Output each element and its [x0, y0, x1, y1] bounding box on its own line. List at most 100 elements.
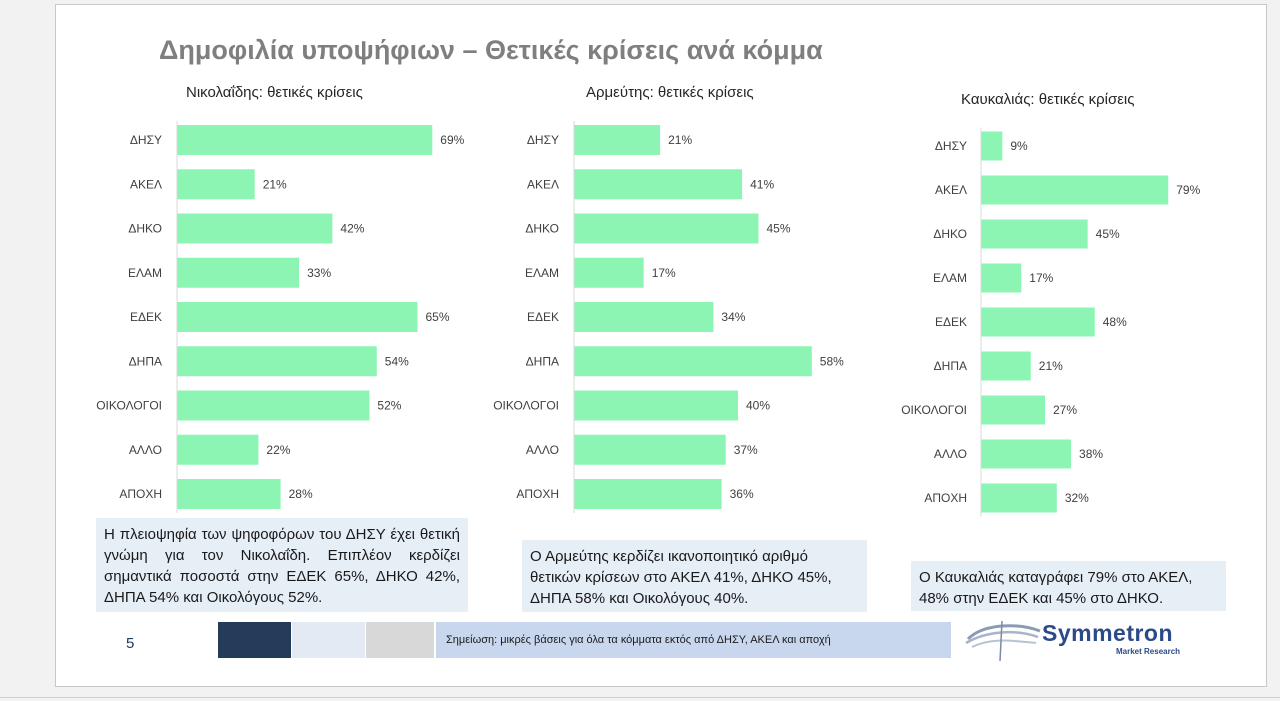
category-label: ΕΛΑΜ: [933, 271, 967, 285]
data-label: 65%: [426, 310, 450, 324]
chart-kafkalias: Καυκαλιάς: θετικές κρίσεις ΔΗΣΥ 9% ΑΚΕΛ 79% Δ…: [901, 91, 1201, 517]
category-label: ΑΠΟΧΗ: [516, 487, 559, 501]
data-label: 42%: [340, 222, 364, 236]
slide-title: Δημοφιλία υποψήφιων – Θετικές κρίσεις αν…: [159, 35, 823, 65]
data-label: 27%: [1053, 403, 1077, 417]
bar: [574, 346, 812, 377]
bar: [574, 434, 726, 465]
bar: [574, 169, 743, 200]
category-label: ΕΛΑΜ: [128, 266, 162, 280]
data-label: 69%: [440, 133, 464, 147]
data-label: 79%: [1176, 183, 1200, 197]
data-label: 32%: [1065, 491, 1089, 505]
data-label: 45%: [1096, 227, 1120, 241]
bar: [574, 302, 714, 332]
bar: [177, 302, 418, 332]
category-label: ΔΗΚΟ: [525, 222, 559, 236]
bar: [981, 307, 1095, 337]
data-label: 58%: [820, 354, 844, 368]
category-label: ΑΚΕΛ: [130, 177, 162, 191]
bar: [177, 346, 377, 377]
note-armeutis: Ο Αρμεύτης κερδίζει ικανοποιητικό αριθμό…: [522, 540, 867, 612]
category-label: ΔΗΠΑ: [129, 354, 162, 368]
data-label: 36%: [730, 487, 754, 501]
swoosh-icon: [965, 620, 1041, 662]
category-label: ΕΛΑΜ: [525, 266, 559, 280]
data-label: 17%: [652, 266, 676, 280]
category-label: ΔΗΣΥ: [527, 133, 559, 147]
page-number: 5: [126, 635, 135, 652]
bar: [574, 390, 738, 421]
data-label: 54%: [385, 354, 409, 368]
note-kafkalias: Ο Καυκαλιάς καταγράφει 79% στο ΑΚΕΛ, 48%…: [911, 561, 1226, 611]
chart-nikolaidis: Νικολαΐδης: θετικές κρίσεις ΔΗΣΥ 69% ΑΚΕΛ 21…: [96, 84, 465, 513]
category-label: ΕΔΕΚ: [527, 310, 559, 324]
bar: [574, 257, 644, 288]
bar: [177, 213, 333, 244]
bar: [177, 479, 281, 509]
chart-title: Νικολαΐδης: θετικές κρίσεις: [186, 84, 363, 101]
category-label: ΟΙΚΟΛΟΓΟΙ: [493, 399, 559, 413]
category-label: ΑΠΟΧΗ: [119, 487, 162, 501]
data-label: 21%: [263, 177, 287, 191]
data-label: 33%: [307, 266, 331, 280]
category-label: ΔΗΣΥ: [935, 139, 967, 153]
data-label: 34%: [721, 310, 745, 324]
data-label: 41%: [750, 177, 774, 191]
bar: [981, 263, 1022, 293]
category-label: ΟΙΚΟΛΟΓΟΙ: [96, 399, 162, 413]
data-label: 40%: [746, 399, 770, 413]
footnote: Σημείωση: μικρές βάσεις για όλα τα κόμμα…: [436, 622, 951, 658]
category-label: ΑΚΕΛ: [527, 177, 559, 191]
category-label: ΑΛΛΟ: [129, 443, 162, 457]
footer-decor-grey: [366, 622, 434, 658]
data-label: 48%: [1103, 315, 1127, 329]
category-label: ΔΗΣΥ: [130, 133, 162, 147]
bar: [177, 434, 259, 465]
category-label: ΕΔΕΚ: [130, 310, 162, 324]
data-label: 45%: [767, 222, 791, 236]
data-label: 9%: [1010, 139, 1028, 153]
bar: [177, 257, 300, 288]
category-label: ΑΠΟΧΗ: [924, 491, 967, 505]
bar: [981, 395, 1045, 425]
chart-armeutis: Αρμεύτης: θετικές κρίσεις ΔΗΣΥ 21% ΑΚΕΛ 41% Δ…: [493, 84, 844, 513]
data-label: 28%: [289, 487, 313, 501]
category-label: ΕΔΕΚ: [935, 315, 967, 329]
bottom-divider: [0, 697, 1280, 698]
bar: [177, 125, 433, 155]
bar: [981, 483, 1057, 513]
data-label: 21%: [668, 133, 692, 147]
category-label: ΔΗΚΟ: [128, 222, 162, 236]
footer-decor-light: [292, 622, 365, 658]
logo-name: Symmetron: [1042, 620, 1174, 646]
bar: [177, 169, 255, 200]
category-label: ΑΚΕΛ: [935, 183, 967, 197]
data-label: 21%: [1039, 359, 1063, 373]
category-label: ΑΛΛΟ: [934, 447, 967, 461]
data-label: 38%: [1079, 447, 1103, 461]
data-label: 52%: [377, 399, 401, 413]
bar: [981, 175, 1169, 205]
footer-decor-dark: [218, 622, 291, 658]
category-label: ΑΛΛΟ: [526, 443, 559, 457]
bar: [177, 390, 370, 421]
category-label: ΟΙΚΟΛΟΓΟΙ: [901, 403, 967, 417]
symmetron-logo: Symmetron Market Research: [964, 617, 1209, 663]
logo-subtitle: Market Research: [1116, 647, 1181, 656]
charts-area: Νικολαΐδης: θετικές κρίσεις ΔΗΣΥ 69% ΑΚΕΛ 21…: [96, 84, 1201, 517]
bar: [574, 479, 722, 509]
note-nikolaidis: Η πλειοψηφία των ψηφοφόρων του ΔΗΣΥ έχει…: [96, 518, 468, 612]
data-label: 37%: [734, 443, 758, 457]
category-label: ΔΗΠΑ: [526, 354, 559, 368]
data-label: 17%: [1029, 271, 1053, 285]
bar: [981, 351, 1031, 381]
bar: [574, 213, 759, 244]
chart-title: Αρμεύτης: θετικές κρίσεις: [586, 84, 754, 101]
category-label: ΔΗΚΟ: [933, 227, 967, 241]
bar: [574, 125, 661, 155]
bar: [981, 219, 1088, 249]
category-label: ΔΗΠΑ: [934, 359, 967, 373]
chart-title: Καυκαλιάς: θετικές κρίσεις: [961, 91, 1135, 108]
bar: [981, 439, 1072, 469]
